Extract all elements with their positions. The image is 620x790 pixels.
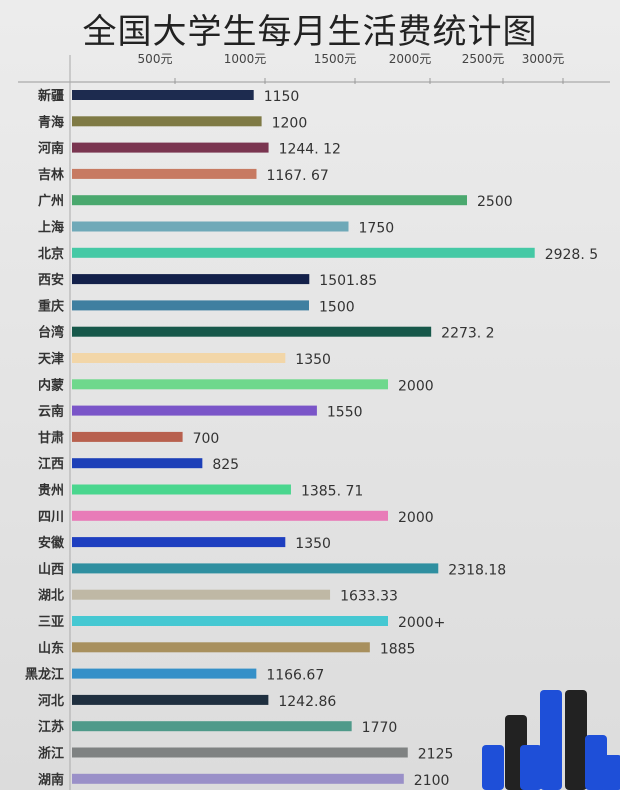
bar	[72, 247, 535, 258]
bar	[72, 721, 352, 732]
bar	[72, 458, 203, 469]
category-label: 三亚	[38, 615, 64, 630]
bar	[72, 642, 370, 653]
category-label: 山东	[38, 640, 64, 656]
bar	[72, 694, 269, 705]
data-label: 2125	[418, 747, 454, 763]
data-label: 1350	[295, 352, 331, 368]
category-label: 江西	[38, 456, 64, 472]
data-label: 1166.67	[266, 668, 324, 684]
data-label: 1242.86	[278, 694, 336, 710]
bar	[72, 668, 257, 679]
category-label: 重庆	[38, 298, 64, 314]
data-label: 2100	[414, 773, 450, 789]
data-label: 1244. 12	[279, 142, 341, 158]
bar	[72, 116, 262, 127]
bar	[72, 300, 309, 311]
data-label: 2928. 5	[545, 247, 598, 263]
bar	[72, 142, 269, 153]
data-label: 1750	[359, 221, 395, 237]
bar	[72, 616, 388, 626]
x-tick-label: 2500元	[462, 52, 505, 66]
data-label: 1385. 71	[301, 484, 363, 500]
category-label: 黑龙江	[25, 667, 64, 683]
category-label: 湖北	[38, 589, 64, 604]
bar	[72, 353, 286, 363]
category-label: 北京	[38, 246, 64, 262]
bar	[72, 510, 388, 521]
bar	[72, 379, 388, 390]
decorative-cylinder	[600, 755, 620, 790]
data-label: 2318.18	[448, 562, 506, 578]
chart-title: 全国大学生每月生活费统计图	[82, 12, 538, 52]
category-label: 四川	[38, 510, 64, 525]
data-label: 2000+	[398, 615, 445, 631]
x-tick-label: 3000元	[522, 52, 565, 66]
category-label: 青海	[38, 114, 64, 130]
bar	[72, 431, 183, 442]
category-label: 广州	[38, 193, 64, 209]
bar	[72, 90, 254, 100]
data-label: 1550	[327, 405, 363, 421]
category-label: 浙江	[38, 746, 64, 762]
category-label: 天津	[38, 351, 64, 367]
category-label: 甘肃	[38, 430, 64, 446]
category-label: 安徽	[38, 535, 65, 551]
decorative-cylinder	[540, 690, 562, 790]
category-label: 河北	[38, 693, 64, 709]
bar	[72, 195, 467, 206]
x-tick-label: 2000元	[389, 52, 432, 66]
data-label: 1770	[362, 720, 398, 736]
bar	[72, 484, 291, 495]
category-label: 西安	[38, 272, 64, 288]
x-tick-label: 1500元	[314, 52, 357, 66]
category-label: 江苏	[38, 719, 64, 735]
data-label: 825	[212, 457, 239, 473]
data-label: 700	[193, 431, 220, 447]
bar	[72, 589, 331, 600]
bar	[72, 168, 257, 179]
data-label: 1200	[272, 115, 308, 131]
bar	[72, 405, 317, 416]
data-label: 1167. 67	[266, 168, 328, 184]
data-label: 1500	[319, 299, 355, 315]
decorative-cylinder	[520, 745, 542, 790]
data-label: 1885	[380, 641, 416, 657]
category-label: 河南	[38, 141, 64, 157]
category-label: 吉林	[38, 167, 64, 183]
data-label: 2000	[398, 378, 434, 394]
bar	[72, 563, 439, 574]
bar	[72, 326, 432, 337]
bar	[72, 274, 310, 285]
category-label: 新疆	[38, 88, 64, 104]
data-label: 2500	[477, 194, 513, 210]
category-label: 内蒙	[38, 377, 64, 393]
data-label: 2000	[398, 510, 434, 526]
decorative-cylinder	[482, 745, 504, 790]
category-label: 贵州	[38, 483, 64, 499]
data-label: 1350	[295, 536, 331, 552]
category-label: 山西	[38, 561, 64, 577]
x-tick-label: 500元	[138, 52, 173, 66]
data-label: 1150	[264, 89, 300, 105]
category-label: 上海	[38, 220, 64, 236]
data-label: 1633.33	[340, 589, 398, 605]
category-label: 湖南	[38, 772, 64, 788]
category-label: 云南	[38, 404, 64, 420]
decorative-cylinder	[565, 690, 587, 790]
bar	[72, 221, 349, 232]
bar	[72, 747, 408, 758]
category-label: 台湾	[38, 325, 64, 341]
data-label: 2273. 2	[441, 326, 494, 342]
x-tick-label: 1000元	[224, 52, 267, 66]
bar	[72, 537, 286, 548]
bar	[72, 773, 404, 784]
data-label: 1501.85	[319, 273, 377, 289]
